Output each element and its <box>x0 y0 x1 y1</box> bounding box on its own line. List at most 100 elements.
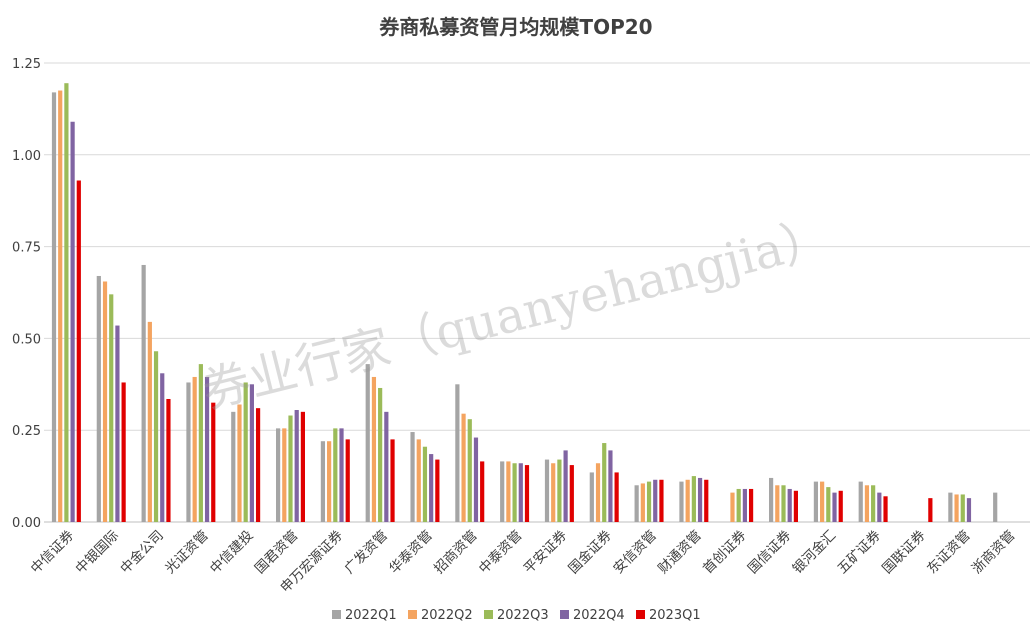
bar-2022Q1 <box>500 461 505 522</box>
bar-2022Q3 <box>109 294 114 522</box>
bar-2022Q4 <box>608 450 613 522</box>
x-category-label: 光证资管 <box>162 528 211 577</box>
x-category-label: 五矿证券 <box>834 527 884 577</box>
bar-2022Q4 <box>294 410 299 522</box>
bar-2022Q1 <box>365 364 370 522</box>
bar-2022Q1 <box>141 264 146 522</box>
x-category-label: 安信资管 <box>610 528 659 577</box>
bar-2022Q4 <box>563 450 568 522</box>
bar-2022Q2 <box>192 376 197 522</box>
x-category-label: 国联证券 <box>879 527 929 577</box>
bar-2022Q4 <box>697 477 703 522</box>
x-category-label: 银河金汇 <box>790 528 839 577</box>
bar-2022Q4 <box>742 488 747 522</box>
bar-2022Q4 <box>249 384 254 522</box>
bar-2022Q3 <box>64 83 69 523</box>
bar-2023Q1 <box>614 472 619 522</box>
y-axis-ticks: 0.00 0.25 0.50 0.75 1.00 1.25 <box>12 57 41 531</box>
bar-2023Q1 <box>569 465 574 522</box>
bar-2022Q4 <box>877 492 882 522</box>
bar-2022Q1 <box>231 411 236 522</box>
x-axis-categories: 中信证券中银国际中金公司光证资管中信建投国君资管申万宏源证券广发资管华泰资管招商… <box>28 527 1019 596</box>
bar-2022Q4 <box>787 488 792 522</box>
bar-2023Q1 <box>345 439 350 522</box>
x-category-label: 中信建投 <box>207 528 256 577</box>
bar-2022Q4 <box>832 492 837 522</box>
y-tick-label: 0.25 <box>12 424 41 439</box>
bar-2022Q3 <box>960 494 965 522</box>
bar-2022Q4 <box>966 498 972 522</box>
bar-2023Q1 <box>166 398 171 522</box>
bar-2022Q3 <box>512 463 517 522</box>
bar-2022Q2 <box>461 413 466 522</box>
bar-2022Q2 <box>954 494 959 522</box>
bar-2022Q2 <box>327 441 332 522</box>
bar-2022Q1 <box>455 384 460 522</box>
bar-2022Q4 <box>429 454 434 522</box>
bar-2023Q1 <box>211 402 216 522</box>
bar-2023Q1 <box>255 408 261 522</box>
bar-2022Q2 <box>371 376 377 522</box>
bar-2022Q1 <box>410 432 415 522</box>
bar-2022Q1 <box>544 459 550 522</box>
bar-2022Q3 <box>288 415 293 522</box>
x-category-label: 国信证券 <box>745 527 795 577</box>
bar-2022Q3 <box>333 428 338 522</box>
bar-2022Q1 <box>813 481 819 522</box>
bar-2022Q4 <box>384 411 389 522</box>
x-category-label: 华泰资管 <box>386 528 435 577</box>
bar-2022Q2 <box>102 281 108 522</box>
legend: 2022Q1 2022Q2 2022Q3 2022Q4 2023Q1 <box>332 608 701 623</box>
bar-2022Q4 <box>339 428 344 522</box>
x-category-label: 中金公司 <box>117 528 166 577</box>
bar-2022Q2 <box>147 321 152 522</box>
bar-2023Q1 <box>793 490 798 522</box>
legend-swatch <box>484 610 493 619</box>
bar-2022Q2 <box>506 461 511 522</box>
watermark-text: 券业行家（quanyehangjia） <box>197 209 836 419</box>
bar-2022Q4 <box>160 373 165 522</box>
bar-2022Q3 <box>602 443 607 522</box>
legend-swatch <box>560 610 569 619</box>
bar-2023Q1 <box>76 180 81 522</box>
bar-2022Q2 <box>820 481 825 522</box>
x-category-label: 中信证券 <box>28 527 78 577</box>
bar-2023Q1 <box>480 461 485 522</box>
y-tick-label: 1.25 <box>12 57 41 72</box>
x-category-label: 招商资管 <box>431 528 480 577</box>
bar-2022Q3 <box>243 382 248 522</box>
bar-2023Q1 <box>748 488 754 522</box>
bar-2023Q1 <box>524 465 530 522</box>
y-tick-label: 1.00 <box>12 149 41 164</box>
bars <box>51 83 998 523</box>
legend-swatch <box>636 610 645 619</box>
bar-2022Q2 <box>595 463 601 522</box>
bar-2022Q4 <box>653 479 658 522</box>
bar-2022Q1 <box>51 92 57 522</box>
bar-2022Q2 <box>864 485 870 522</box>
bar-2022Q1 <box>769 477 774 522</box>
y-tick-label: 0.00 <box>12 516 41 531</box>
x-category-label: 财通资管 <box>655 528 704 577</box>
bar-2022Q1 <box>320 441 326 522</box>
bar-2023Q1 <box>704 479 709 522</box>
bar-2022Q1 <box>96 275 101 522</box>
bar-2022Q1 <box>948 492 953 522</box>
bar-2022Q3 <box>646 481 652 522</box>
bar-2022Q4 <box>115 325 120 522</box>
bar-2023Q1 <box>300 411 305 522</box>
bar-2022Q1 <box>858 481 863 522</box>
x-category-label: 浙商资管 <box>969 528 1018 577</box>
bar-2023Q1 <box>928 498 933 522</box>
bar-2022Q3 <box>422 446 428 522</box>
bar-2022Q1 <box>276 428 281 522</box>
bar-2023Q1 <box>659 479 664 522</box>
bar-2023Q1 <box>121 382 126 522</box>
bar-2022Q3 <box>153 351 159 522</box>
bar-2022Q2 <box>551 463 556 522</box>
bar-2022Q4 <box>473 437 479 522</box>
bar-2022Q3 <box>691 476 696 522</box>
bar-2022Q2 <box>640 483 645 522</box>
bar-2022Q3 <box>557 459 562 522</box>
